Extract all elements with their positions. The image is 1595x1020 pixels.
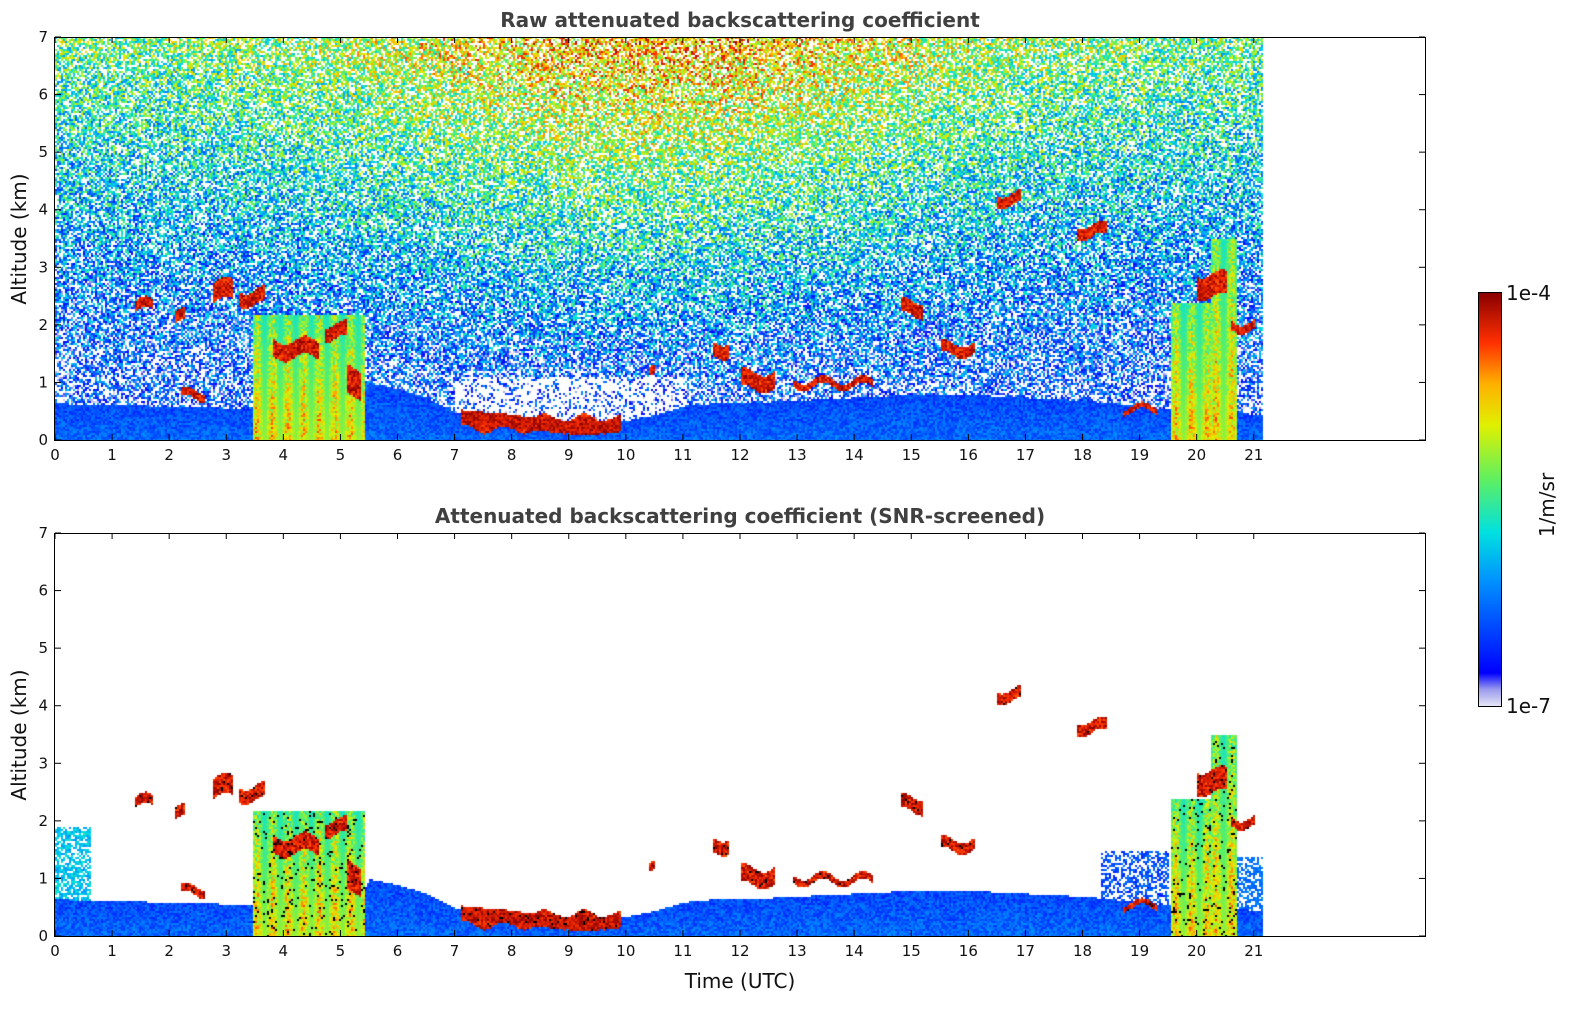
panel-screened: Attenuated backscattering coefficient (S… xyxy=(7,504,1426,993)
y-tick-label: 3 xyxy=(38,754,48,772)
x-tick-label: 17 xyxy=(1016,942,1035,960)
x-tick-label: 8 xyxy=(507,942,517,960)
x-tick-label: 1 xyxy=(107,942,117,960)
y-tick-label: 1 xyxy=(38,869,48,887)
panel-raw-plot-area xyxy=(55,37,1425,440)
y-tick-label: 2 xyxy=(38,316,48,334)
x-tick-label: 5 xyxy=(336,942,346,960)
y-tick-label: 5 xyxy=(38,143,48,161)
x-tick-label: 7 xyxy=(450,942,460,960)
x-tick-label: 10 xyxy=(616,942,635,960)
x-tick-label: 13 xyxy=(788,446,807,464)
x-tick-label: 11 xyxy=(673,942,692,960)
x-tick-label: 12 xyxy=(730,446,749,464)
x-tick-label: 21 xyxy=(1244,942,1263,960)
x-tick-label: 6 xyxy=(393,942,403,960)
x-tick-label: 16 xyxy=(959,446,978,464)
panel-raw: Raw attenuated backscattering coefficien… xyxy=(7,8,1426,464)
x-tick-label: 9 xyxy=(564,942,574,960)
y-tick-label: 4 xyxy=(38,697,48,715)
x-tick-label: 15 xyxy=(902,446,921,464)
x-tick-label: 14 xyxy=(845,446,864,464)
x-tick-label: 10 xyxy=(616,446,635,464)
panel-screened-ylabel: Altitude (km) xyxy=(7,669,31,800)
x-tick-label: 18 xyxy=(1073,942,1092,960)
colorbar-gradient xyxy=(1479,293,1501,706)
x-tick-label: 7 xyxy=(450,446,460,464)
x-tick-label: 9 xyxy=(564,446,574,464)
panel-raw-title: Raw attenuated backscattering coefficien… xyxy=(500,8,980,32)
panel-screened-plot-area xyxy=(55,533,1425,936)
x-tick-label: 0 xyxy=(50,942,60,960)
panel-raw-axes: 0 1 2 3 4 5 6 7 8 9 10 11 12 13 14 15 16 17 18 19 20 21012345… xyxy=(38,28,1425,464)
x-tick-label: 0 xyxy=(50,446,60,464)
x-tick-label: 2 xyxy=(164,446,174,464)
x-tick-label: 6 xyxy=(393,446,403,464)
y-tick-label: 0 xyxy=(38,927,48,945)
x-tick-label: 12 xyxy=(730,942,749,960)
x-tick-label: 17 xyxy=(1016,446,1035,464)
x-tick-label: 4 xyxy=(279,446,289,464)
y-tick-label: 4 xyxy=(38,201,48,219)
y-tick-label: 7 xyxy=(38,28,48,46)
y-tick-label: 1 xyxy=(38,373,48,391)
x-tick-label: 16 xyxy=(959,942,978,960)
colorbar-min-label: 1e-7 xyxy=(1506,694,1551,718)
colorbar-frame xyxy=(1478,292,1502,707)
y-tick-label: 2 xyxy=(38,812,48,830)
panel-screened-xlabel: Time (UTC) xyxy=(684,969,796,993)
x-tick-label: 20 xyxy=(1187,942,1206,960)
y-tick-label: 7 xyxy=(38,524,48,542)
y-tick-label: 6 xyxy=(38,582,48,600)
panel-screened-axes: 0 1 2 3 4 5 6 7 8 9 10 11 12 13 14 15 16 17 18 19 20 21012345… xyxy=(38,524,1425,960)
x-tick-label: 5 xyxy=(336,446,346,464)
panel-raw-ylabel: Altitude (km) xyxy=(7,173,31,304)
x-tick-label: 19 xyxy=(1130,446,1149,464)
y-tick-label: 5 xyxy=(38,639,48,657)
x-tick-label: 3 xyxy=(221,942,231,960)
panel-screened-title: Attenuated backscattering coefficient (S… xyxy=(435,504,1045,528)
x-tick-label: 15 xyxy=(902,942,921,960)
colorbar: 1e-4 1e-7 1/m/sr xyxy=(1478,281,1559,718)
colorbar-max-label: 1e-4 xyxy=(1506,281,1551,305)
x-tick-label: 1 xyxy=(107,446,117,464)
y-tick-label: 0 xyxy=(38,431,48,449)
x-tick-label: 3 xyxy=(221,446,231,464)
x-tick-label: 14 xyxy=(845,942,864,960)
colorbar-unit-label: 1/m/sr xyxy=(1535,472,1559,537)
x-tick-label: 18 xyxy=(1073,446,1092,464)
x-tick-label: 20 xyxy=(1187,446,1206,464)
x-tick-label: 21 xyxy=(1244,446,1263,464)
y-tick-label: 6 xyxy=(38,86,48,104)
y-tick-label: 3 xyxy=(38,258,48,276)
x-tick-label: 19 xyxy=(1130,942,1149,960)
x-tick-label: 11 xyxy=(673,446,692,464)
x-tick-label: 8 xyxy=(507,446,517,464)
x-tick-label: 4 xyxy=(279,942,289,960)
x-tick-label: 2 xyxy=(164,942,174,960)
x-tick-label: 13 xyxy=(788,942,807,960)
